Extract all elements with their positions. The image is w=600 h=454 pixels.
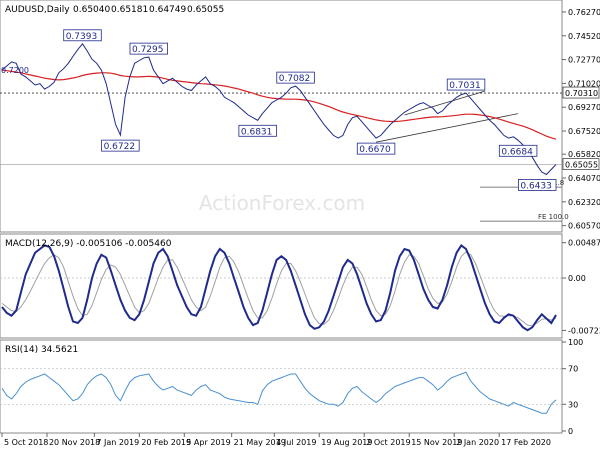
rsi-tick-label: 30 — [568, 400, 578, 409]
rsi-series — [1, 371, 557, 414]
x-tick-label: 5 Apr 2019 — [186, 438, 230, 447]
macd-panel-title: MACD(12,26,9) -0.005106 -0.005460 — [5, 239, 172, 249]
price-tick-label: 0.62320 — [568, 198, 600, 207]
rsi-panel-frame — [0, 339, 563, 434]
x-tick-label: 19 Aug 2019 — [321, 438, 372, 447]
rsi-tick-label: 0 — [568, 427, 573, 436]
swing-label: 0.7295 — [132, 45, 164, 55]
price-axis: 0.76270 0.74520 0.72770 0.71020 0.69270 0.675… — [562, 8, 600, 231]
price-labels: 0.7393 0.7295 0.6722 0.6831 0.7082 0.6670 0.70… — [1, 29, 600, 191]
swing-label: 0.6831 — [241, 127, 273, 137]
rsi-panel-title: RSI(14) 34.5621 — [5, 345, 78, 355]
x-tick-label: 5 Oct 2018 — [4, 438, 48, 447]
macd-axis: 0.004876 0.00 -0.007232 — [562, 239, 600, 335]
watermark: ActionForex.com — [199, 191, 365, 215]
swing-label-box — [129, 42, 168, 55]
swing-label: 0.6722 — [104, 142, 136, 152]
ohlc-value: 0.65181 — [111, 5, 148, 15]
swing-label-box — [446, 78, 486, 91]
price-panel: ActionForex.com 0.762700.745200.727700.7… — [0, 0, 600, 233]
x-tick-label: 17 Feb 2020 — [501, 438, 551, 447]
last-price-label-box — [562, 158, 600, 170]
price-line — [1, 42, 557, 176]
price-tick-label: 0.64070 — [568, 174, 600, 183]
swing-label: 0.7393 — [66, 32, 98, 42]
price-tick-label: 0.65820 — [568, 150, 600, 159]
x-tick-label: 20 Nov 2018 — [49, 438, 100, 447]
price-panel-title: AUDUSD,Daily — [5, 5, 70, 15]
macd-panel: 0.004876 0.00 -0.007232 MACD(12,26,9) -0.0… — [0, 233, 600, 339]
macd-tick-label: 0.004876 — [568, 239, 600, 248]
x-tick-label: 2 Jan 2020 — [456, 438, 499, 447]
x-tick-label: 4 Jul 2019 — [276, 438, 316, 447]
ohlc-value: 0.64749 — [149, 5, 186, 15]
swing-label-box — [238, 124, 277, 137]
price-tick-label: 0.69270 — [568, 103, 600, 112]
channel-upper-line — [404, 90, 486, 116]
channel-lower-line — [375, 113, 519, 143]
macd-tick-label: 0.00 — [568, 274, 586, 283]
macd-panel-frame — [0, 233, 563, 339]
price-tick-label: 0.67520 — [568, 127, 600, 136]
rsi-tick-label: 100 — [568, 338, 583, 347]
rsi-grid — [0, 368, 562, 405]
x-tick-label: 21 May 2019 — [234, 438, 286, 447]
price-tick-label: 0.71020 — [568, 79, 600, 88]
price-tick-label: 0.72770 — [568, 56, 600, 65]
swing-label: 0.6684 — [501, 147, 533, 157]
price-tick-label: 0.60570 — [568, 222, 600, 231]
ohlc-value: 0.65040 — [73, 5, 110, 15]
level-label-right: 0.70310 — [565, 89, 598, 98]
fe-label: FE 100.0 — [538, 213, 569, 221]
price-tick-label: 0.76270 — [568, 8, 600, 17]
level-label-box — [562, 86, 600, 99]
macd-signal-line — [1, 251, 557, 327]
swing-label-box — [276, 71, 315, 84]
rsi-panel: 100 70 30 0 RSI(14) 34.5621 — [0, 338, 583, 436]
swing-label: 0.6670 — [359, 145, 391, 155]
swing-label: 0.7031 — [449, 81, 481, 91]
price-series — [1, 42, 557, 176]
swing-label: 0.6433 — [520, 181, 552, 191]
swing-label-box — [101, 139, 140, 152]
swing-label-box — [63, 29, 102, 42]
swing-label-box — [498, 144, 538, 157]
price-tick-label: 0.74520 — [568, 32, 600, 41]
x-tick-label: 2 Oct 2019 — [366, 438, 410, 447]
macd-series — [1, 243, 557, 332]
x-tick-label: 15 Nov 2019 — [411, 438, 462, 447]
macd-line — [1, 243, 557, 332]
ohlc-readout: 0.65040 0.65181 0.64749 0.65055 — [73, 5, 224, 15]
x-tick-label: 20 Feb 2019 — [141, 438, 191, 447]
rsi-line — [1, 371, 557, 414]
last-price-label: 0.65055 — [565, 161, 598, 170]
rsi-tick-label: 70 — [568, 365, 578, 374]
x-tick-label: 7 Jan 2019 — [96, 438, 139, 447]
macd-tick-label: -0.007232 — [568, 326, 600, 335]
rsi-axis: 100 70 30 0 — [562, 338, 583, 436]
swing-label: 0.7082 — [279, 74, 311, 84]
swing-label-box — [518, 179, 557, 191]
ohlc-value: 0.65055 — [187, 5, 224, 15]
edge-label-left: 0.7200 — [1, 66, 29, 75]
swing-label-box — [356, 142, 396, 155]
